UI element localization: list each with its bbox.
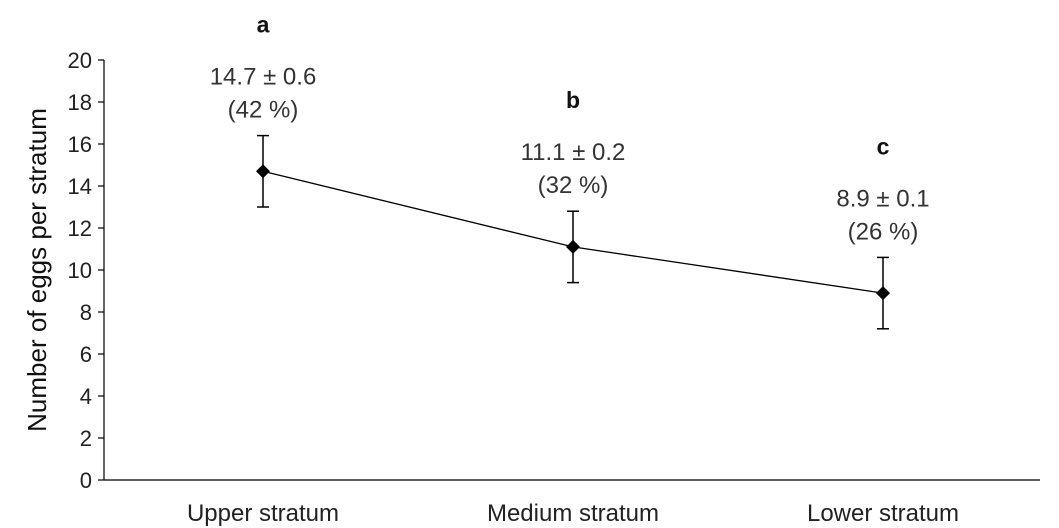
y-tick-label: 18 xyxy=(68,90,92,115)
y-tick-label: 6 xyxy=(80,342,92,367)
value-label: 8.9 ± 0.1 xyxy=(836,185,929,212)
y-tick-label: 8 xyxy=(80,300,92,325)
y-axis-label: Number of eggs per stratum xyxy=(22,108,52,432)
x-category-label: Medium stratum xyxy=(487,500,659,527)
y-tick-label: 16 xyxy=(68,132,92,157)
percent-label: (42 %) xyxy=(228,97,299,124)
significance-letter: b xyxy=(566,87,580,113)
y-tick-label: 20 xyxy=(68,48,92,73)
percent-label: (32 %) xyxy=(538,172,609,199)
data-point xyxy=(876,286,890,301)
data-point xyxy=(256,164,270,179)
y-tick-label: 0 xyxy=(80,468,92,493)
y-tick-label: 12 xyxy=(68,216,92,241)
value-label: 14.7 ± 0.6 xyxy=(210,64,317,91)
y-tick-label: 2 xyxy=(80,426,92,451)
significance-letter: a xyxy=(257,12,270,38)
data-markers xyxy=(256,164,890,301)
y-tick-label: 14 xyxy=(68,174,92,199)
y-tick-label: 10 xyxy=(68,258,92,283)
data-point xyxy=(566,239,580,254)
value-annotations: a 14.7 ± 0.6 (42 %) b 11.1 ± 0.2 (32 %) c 8.9 ±… xyxy=(210,12,930,246)
x-category-labels: Upper stratum Medium stratum Lower stratum xyxy=(187,500,959,527)
y-ticks: 0 2 4 6 8 10 12 14 16 18 20 xyxy=(68,48,104,493)
x-category-label: Lower stratum xyxy=(807,500,959,527)
x-category-label: Upper stratum xyxy=(187,500,339,527)
y-tick-label: 4 xyxy=(80,384,92,409)
percent-label: (26 %) xyxy=(848,218,919,245)
value-label: 11.1 ± 0.2 xyxy=(521,139,626,166)
significance-letter: c xyxy=(877,133,890,159)
